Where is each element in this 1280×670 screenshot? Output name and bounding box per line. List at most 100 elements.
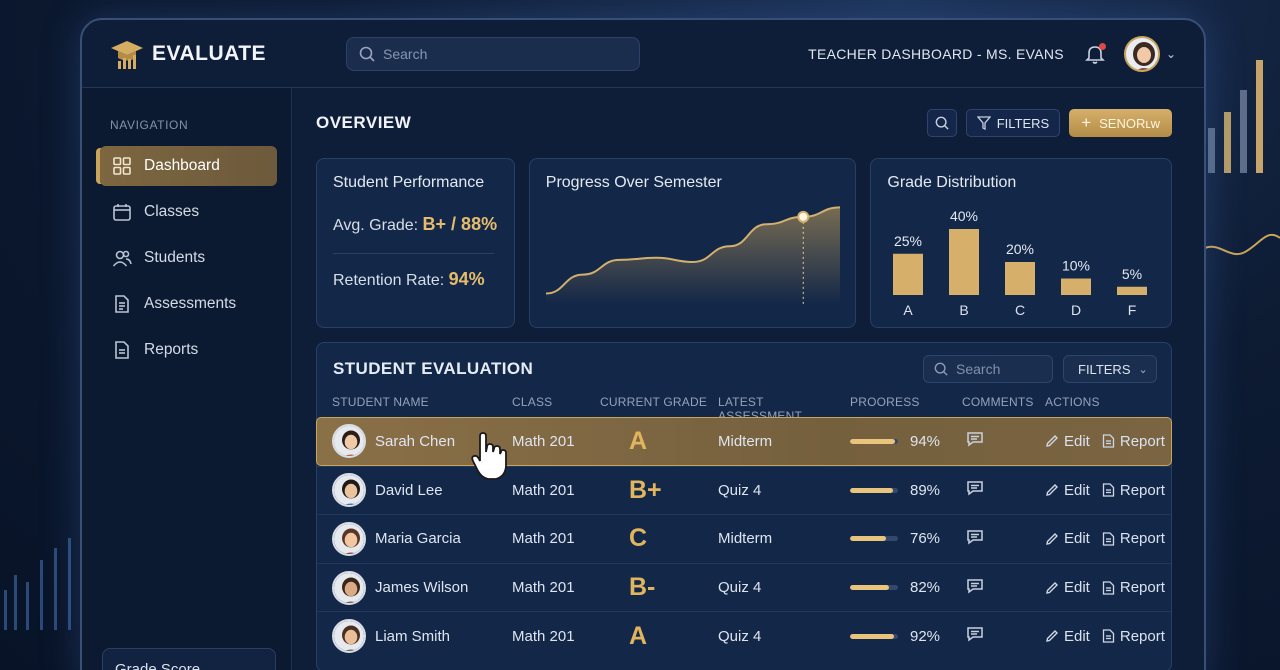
- grade-cell: B+: [629, 475, 662, 504]
- search-placeholder: Search: [383, 45, 428, 62]
- comment-icon[interactable]: [966, 479, 984, 497]
- sidebar-item-students[interactable]: Students: [100, 238, 277, 278]
- comments-cell: [962, 430, 1045, 452]
- table-row[interactable]: Sarah Chen Math 201 A Midterm 94% Edit R…: [316, 417, 1172, 466]
- plus-icon: +: [1081, 113, 1092, 132]
- report-label: Report: [1119, 579, 1165, 597]
- report-button[interactable]: Report: [1102, 433, 1165, 450]
- report-label: Report: [1119, 530, 1165, 548]
- edit-button[interactable]: Edit: [1045, 530, 1090, 547]
- grade-bar-f[interactable]: [1117, 286, 1148, 295]
- comment-icon[interactable]: [966, 625, 984, 643]
- sidebar-item-classes[interactable]: Classes: [100, 192, 277, 232]
- grade-bar-c[interactable]: [1005, 262, 1036, 295]
- student-avatar: [332, 473, 366, 508]
- table-row[interactable]: David Lee Math 201 B+ Quiz 4 89% Edit Re…: [317, 465, 1171, 515]
- card-title: Progress Over Semester: [545, 174, 722, 191]
- evaluation-filters-dropdown[interactable]: FILTERS ⌄: [1063, 355, 1157, 383]
- report-icon: [115, 341, 129, 359]
- category-tick-label: A: [904, 302, 914, 318]
- pencil-icon: [1046, 532, 1058, 545]
- evaluation-search-input[interactable]: Search: [923, 355, 1053, 383]
- report-button[interactable]: Report: [1102, 482, 1165, 499]
- student-name: Sarah Chen: [375, 432, 456, 450]
- app-logo[interactable]: EVALUATE: [110, 37, 320, 71]
- comment-icon[interactable]: [966, 528, 984, 546]
- report-button[interactable]: Report: [1102, 628, 1165, 645]
- progress-bar-fill: [850, 487, 893, 493]
- edit-button[interactable]: Edit: [1045, 579, 1090, 596]
- overview-search-button[interactable]: [926, 109, 957, 137]
- progress-bar-fill: [850, 585, 890, 591]
- progress-bar: [850, 438, 898, 444]
- divider: [333, 253, 494, 254]
- highlight-point[interactable]: [797, 210, 810, 223]
- student-name: Liam Smith: [375, 627, 451, 645]
- column-header[interactable]: PROORESS: [850, 395, 920, 409]
- progress-label: 92%: [910, 627, 941, 645]
- comments-cell: [962, 577, 1045, 599]
- sidebar-item-assessments[interactable]: Assessments: [100, 284, 277, 324]
- chevron-down-icon[interactable]: ⌄: [1165, 46, 1176, 61]
- grid-icon: [113, 157, 131, 175]
- bar-value-label: 5%: [1122, 266, 1142, 282]
- user-avatar[interactable]: [1123, 35, 1160, 72]
- primary-action-button[interactable]: + SENORʟᴡ: [1069, 109, 1172, 137]
- sidebar-item-dashboard[interactable]: Dashboard: [100, 146, 277, 186]
- grade-score-card[interactable]: Grade Score: [102, 648, 276, 670]
- report-icon: [1102, 629, 1115, 643]
- search-icon: [935, 116, 949, 130]
- card-title: Grade Distribution: [887, 174, 1017, 191]
- progress-label: 89%: [910, 481, 941, 499]
- report-button[interactable]: Report: [1102, 530, 1165, 547]
- edit-button[interactable]: Edit: [1045, 482, 1090, 499]
- grade-cell: B-: [629, 573, 656, 602]
- filters-label: FILTERS: [996, 115, 1050, 131]
- column-header[interactable]: COMMENTS: [962, 395, 1034, 409]
- column-header[interactable]: CURRENT GRADE: [600, 395, 708, 409]
- notification-bell-icon[interactable]: [1084, 42, 1106, 65]
- student-name-cell: James Wilson: [332, 570, 512, 605]
- grade-bar-a[interactable]: [893, 253, 924, 295]
- edit-label: Edit: [1064, 627, 1090, 645]
- column-header[interactable]: STUDENT NAME: [332, 395, 429, 409]
- class-cell: Math 201: [512, 481, 575, 499]
- progress-area-chart: [545, 206, 840, 304]
- top-bar: EVALUATE Search TEACHER DASHBOARD - MS. …: [82, 20, 1204, 88]
- sidebar-item-reports[interactable]: Reports: [100, 330, 277, 370]
- comments-cell: [962, 625, 1045, 647]
- column-header[interactable]: LATEST ASSESSMENT: [718, 395, 803, 423]
- hand-cursor-icon: [471, 432, 507, 480]
- notification-dot: [1098, 42, 1106, 50]
- grade-bar-d[interactable]: [1061, 278, 1092, 296]
- edit-button[interactable]: Edit: [1045, 628, 1090, 645]
- background-bars-right-decoration: [1208, 60, 1263, 173]
- table-row[interactable]: James Wilson Math 201 B- Quiz 4 82% Edit…: [317, 562, 1171, 612]
- column-header[interactable]: CLASS: [512, 395, 553, 409]
- comment-icon[interactable]: [966, 430, 984, 448]
- edit-label: Edit: [1064, 432, 1090, 450]
- nav-heading: NAVIGATION: [110, 118, 189, 132]
- assessment-cell: Midterm: [718, 432, 773, 450]
- pencil-icon: [1046, 484, 1058, 497]
- filter-icon: [976, 116, 991, 130]
- comment-icon[interactable]: [966, 577, 984, 595]
- edit-button[interactable]: Edit: [1045, 433, 1090, 450]
- progress-bar-fill: [850, 633, 895, 639]
- overview-filters-button[interactable]: FILTERS: [965, 109, 1061, 137]
- student-name: James Wilson: [375, 579, 469, 597]
- grade-bar-b[interactable]: [949, 229, 980, 295]
- student-name: David Lee: [375, 481, 443, 499]
- class-cell: Math 201: [512, 432, 575, 450]
- category-tick-label: C: [1015, 302, 1025, 318]
- assessment-cell: Midterm: [718, 530, 773, 548]
- assessment-cell: Quiz 4: [718, 579, 762, 597]
- report-button[interactable]: Report: [1102, 579, 1165, 596]
- document-icon: [115, 295, 129, 313]
- table-row[interactable]: Maria Garcia Math 201 C Midterm 76% Edit…: [317, 514, 1171, 563]
- avg-grade-label: Avg. Grade:: [333, 217, 419, 234]
- table-row[interactable]: Liam Smith Math 201 A Quiz 4 92% Edit Re…: [317, 611, 1171, 660]
- overview-title: OVERVIEW: [316, 113, 412, 132]
- class-cell: Math 201: [512, 627, 575, 645]
- global-search-input[interactable]: Search: [346, 36, 640, 71]
